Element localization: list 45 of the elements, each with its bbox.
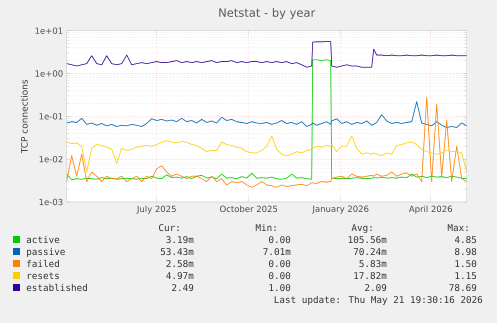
legend-label: active [26,236,60,244]
text: 5.83m [359,260,386,268]
text: 2.49 [172,284,194,292]
line-series [66,135,467,172]
text: 1.15 [456,272,476,280]
text: 3.19m [166,236,194,244]
text: 0.00 [269,260,290,268]
text: 4.97m [166,272,194,280]
text: 1.00 [270,284,290,292]
text: Cur: [159,224,179,232]
line-series [66,96,467,188]
text: Last update: Thu May 21 19:30:16 2026 [274,296,482,305]
text: 70.24m [354,248,386,256]
y-axis-title: TCP connections [20,80,28,154]
text: 7.01m [263,248,290,256]
x-tick-label: October 2025 [220,206,278,212]
legend-label: failed [27,260,59,268]
text: Min: [256,224,276,231]
text: 0.00 [269,236,290,244]
x-tick-label: April 2026 [408,206,452,214]
text: Avg: [352,224,372,233]
y-tick-label: 1e-02 [40,156,62,162]
text: 8.98 [455,248,476,256]
x-tick-label: January 2026 [312,206,368,214]
x-tick-label: July 2025 [136,206,176,214]
chart-title: Netstat - by year [219,8,316,20]
legend-label: resets [28,272,59,280]
text: 0.00 [269,272,290,280]
y-tick-label: 1e+01 [36,27,62,34]
text: 78.69 [449,284,476,292]
text: 53.43m [160,248,194,256]
text: Max: [448,224,468,232]
text: 105.56m [348,236,386,244]
line-series [66,101,467,128]
legend-label: passive [27,248,65,257]
text: 1.50 [456,260,476,268]
y-tick-label: 1e+00 [36,70,63,77]
y-tick-label: 1e-03 [40,198,62,206]
text: 2.58m [166,260,194,268]
text: 17.82m [354,272,386,280]
text: 2.09 [365,284,386,292]
y-tick-label: 1e-01 [40,113,62,120]
line-series [66,59,467,180]
text: 4.85 [454,236,476,244]
legend-label: established [26,284,87,292]
